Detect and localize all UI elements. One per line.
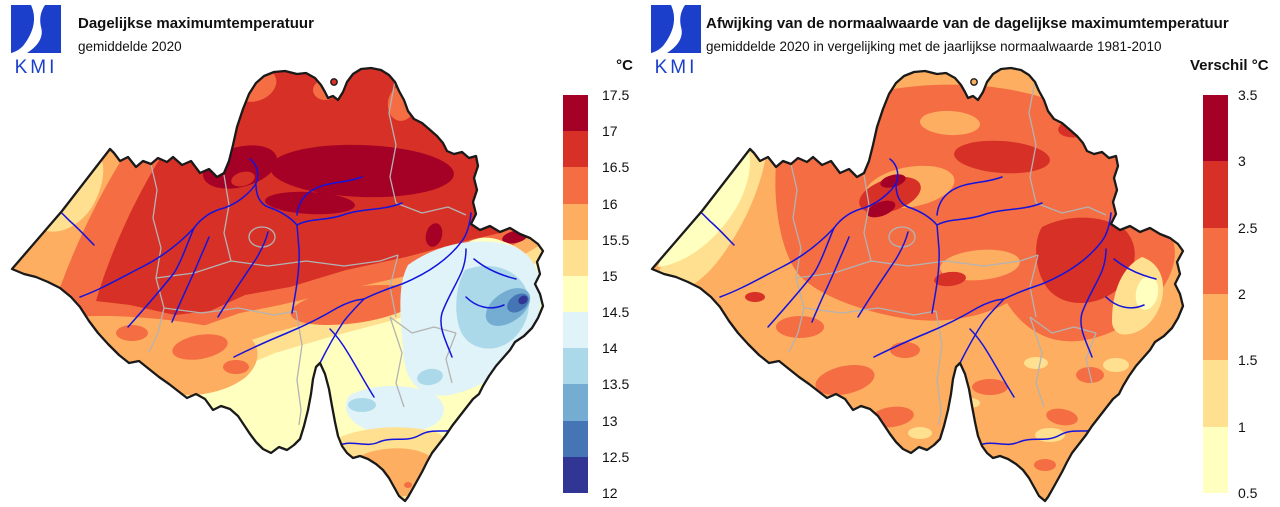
legend-unit-label: °C <box>616 57 633 74</box>
legend-color-block <box>1203 360 1228 427</box>
legend-color-block <box>563 131 588 168</box>
legend-tick: 2.5 <box>1238 219 1258 236</box>
right-title: Afwijking van de normaalwaarde van de da… <box>706 15 1229 32</box>
legend-color-block <box>563 384 588 421</box>
legend-color-block <box>563 275 588 313</box>
legend-tick: 14.5 <box>602 304 630 321</box>
legend-color-block <box>1203 227 1228 294</box>
legend-tick: 1.5 <box>1238 352 1258 369</box>
belgium-maps <box>10 66 1185 503</box>
legend-color-block <box>563 348 588 385</box>
temperature-contours-left <box>12 68 543 501</box>
legend-color-block <box>563 167 588 204</box>
map-right-anomaly <box>650 66 1185 503</box>
legend-tick: 12.5 <box>602 448 630 465</box>
baarle-hertog-enclave <box>970 78 978 86</box>
left-panel-titles: Dagelijkse maximumtemperatuur gemiddelde… <box>78 15 314 54</box>
svg-text:KMI: KMI <box>15 57 58 76</box>
temperature-contours-right <box>652 68 1183 501</box>
legend-color-block <box>1203 293 1228 361</box>
legend-unit-label: Verschil °C <box>1190 57 1269 74</box>
legend-color-block <box>1203 95 1228 162</box>
legend-color-bar <box>1203 95 1228 493</box>
legend-tick-labels: 3.5 3 2.5 2 1.5 1 0.5 <box>1238 87 1280 501</box>
legend-tick: 15 <box>602 267 618 284</box>
legend-color-block <box>563 239 588 276</box>
left-subtitle: gemiddelde 2020 <box>78 39 182 54</box>
legend-color-block <box>1203 426 1228 493</box>
legend-tick: 17 <box>602 123 618 140</box>
svg-text:KMI: KMI <box>655 57 698 76</box>
baarle-hertog-enclave <box>330 78 338 86</box>
legend-tick: 13 <box>602 412 618 429</box>
legend-tick: 16.5 <box>602 159 630 176</box>
right-subtitle: gemiddelde 2020 in vergelijking met de j… <box>706 39 1162 54</box>
legend-tick: 17.5 <box>602 87 630 103</box>
kmi-logo: KMI <box>648 4 704 76</box>
legend-color-block <box>563 456 588 493</box>
kmi-logo-icon: KMI <box>11 5 61 76</box>
legend-color-block <box>563 420 588 457</box>
legend-tick: 0.5 <box>1238 485 1258 501</box>
legend-color-block <box>563 312 588 349</box>
legend-tick: 12 <box>602 485 618 501</box>
legend-tick: 14 <box>602 340 618 357</box>
legend-tick: 15.5 <box>602 231 630 248</box>
legend-color-block <box>1203 161 1228 228</box>
map-left-temperature <box>10 66 545 503</box>
legend-color-bar <box>563 95 588 493</box>
legend-color-block <box>563 95 588 132</box>
right-panel-titles: Afwijking van de normaalwaarde van de da… <box>706 15 1229 54</box>
legend-tick-labels: 17.5 17 16.5 16 15.5 15 14.5 14 13.5 13 12.5 12 <box>602 87 647 501</box>
legend-tick: 1 <box>1238 418 1246 435</box>
kmi-logo: KMI <box>8 4 64 76</box>
left-title: Dagelijkse maximumtemperatuur <box>78 15 314 32</box>
legend-tick: 3 <box>1238 153 1246 170</box>
kmi-logo-icon: KMI <box>651 5 701 76</box>
legend-tick: 3.5 <box>1238 87 1258 103</box>
legend-tick: 2 <box>1238 286 1246 302</box>
legend-color-block <box>563 203 588 240</box>
legend-tick: 13.5 <box>602 376 630 393</box>
legend-tick: 16 <box>602 195 618 212</box>
